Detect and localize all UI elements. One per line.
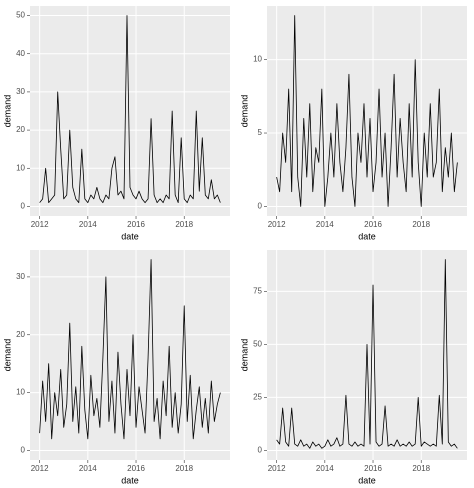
- y-axis-title: demand: [2, 95, 12, 128]
- plot-panel: [267, 6, 467, 216]
- y-tick-label: 75: [253, 286, 262, 295]
- y-tick-label: 30: [16, 87, 25, 96]
- y-tick-label: 40: [16, 49, 25, 58]
- y-tick-label: 20: [16, 330, 25, 339]
- y-tick-label: 25: [253, 393, 262, 402]
- x-tick-label: 2018: [175, 464, 193, 473]
- x-tick-label: 2018: [412, 464, 430, 473]
- x-tick-label: 2018: [175, 220, 193, 229]
- x-tick-label: 2016: [127, 464, 145, 473]
- x-tick-label: 2014: [79, 220, 97, 229]
- y-tick-label: 0: [21, 446, 26, 455]
- y-tick-label: 0: [21, 202, 26, 211]
- x-tick-label: 2014: [79, 464, 97, 473]
- y-tick-label: 20: [16, 125, 25, 134]
- x-tick-label: 2014: [316, 464, 334, 473]
- demand-line: [276, 15, 458, 207]
- y-tick-label: 50: [253, 340, 262, 349]
- y-tick-label: 10: [16, 388, 25, 397]
- y-tick-label: 5: [258, 128, 263, 137]
- x-tick-label: 2018: [412, 220, 430, 229]
- y-axis-title: demand: [239, 95, 249, 128]
- x-tick-label: 2016: [364, 220, 382, 229]
- demand-line: [39, 15, 221, 204]
- y-tick-label: 10: [253, 55, 262, 64]
- x-tick-label: 2012: [31, 220, 49, 229]
- y-tick-label: 50: [16, 11, 25, 20]
- y-tick-label: 0: [258, 202, 263, 211]
- y-tick-label: 30: [16, 272, 25, 281]
- x-tick-label: 2012: [268, 464, 286, 473]
- x-axis-title: date: [121, 475, 139, 485]
- x-tick-label: 2016: [127, 220, 145, 229]
- demand-line: [276, 259, 458, 449]
- x-axis-title: date: [358, 475, 376, 485]
- x-axis-title: date: [121, 231, 139, 241]
- x-axis-title: date: [358, 231, 376, 241]
- y-tick-label: 10: [16, 163, 25, 172]
- x-tick-label: 2012: [31, 464, 49, 473]
- y-axis-title: demand: [2, 339, 12, 372]
- y-tick-label: 0: [258, 446, 263, 455]
- x-tick-label: 2016: [364, 464, 382, 473]
- plot-panel: [30, 250, 230, 460]
- x-tick-label: 2012: [268, 220, 286, 229]
- y-axis-title: demand: [239, 339, 249, 372]
- x-tick-label: 2014: [316, 220, 334, 229]
- demand-line: [39, 259, 221, 440]
